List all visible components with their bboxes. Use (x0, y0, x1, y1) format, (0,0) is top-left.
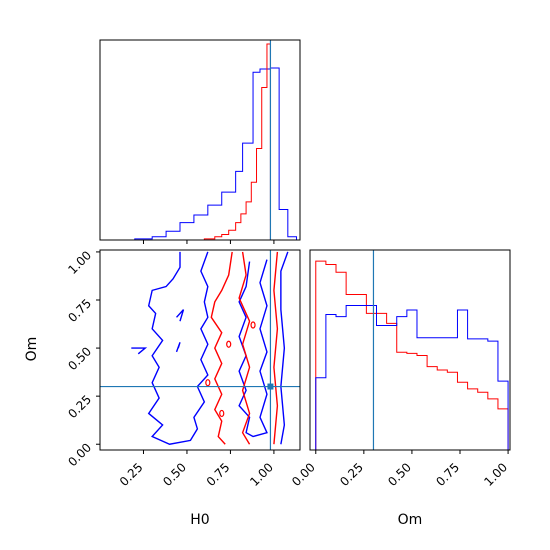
contour-red-inner (238, 251, 251, 445)
contour-blue-island-3 (176, 309, 185, 322)
contour-red-outer (210, 251, 233, 445)
contour-y-tick-label-4: 1.00 (65, 248, 94, 277)
h0-panel-frame (99, 39, 301, 241)
h0-hist-red-series (203, 43, 274, 241)
x-axis-label-h0: H0 (190, 512, 209, 528)
contour-red-island-3 (219, 409, 225, 418)
om-x-tick-label-3: 0.75 (433, 460, 462, 489)
contour-red-island-0 (205, 379, 211, 387)
y-axis-label-om: Om (24, 337, 40, 362)
x-axis-label-om: Om (398, 512, 423, 528)
contour-red-right (273, 251, 279, 445)
om-hist-blue-series (315, 305, 509, 450)
om-x-tick-label-4: 1.00 (481, 460, 510, 489)
contour-blue-inner (238, 259, 268, 438)
om-x-tick-label-2: 0.50 (385, 460, 414, 489)
om-x-tick-label-0: 0.00 (289, 460, 318, 489)
contour-panel-frame (99, 249, 301, 451)
om-marginal-panel: 0.00 0.25 0.50 0.75 1.00 (289, 249, 511, 489)
contour-blue-island-2 (131, 347, 148, 355)
contour-x-tick-label-0: 0.25 (117, 460, 146, 489)
h0-om-contour-panel: 0.25 0.50 0.75 1.00 0.00 0.25 0.50 0.75 1.00 (65, 248, 301, 489)
contour-y-tick-label-1: 0.25 (65, 392, 94, 421)
om-panel-frame (309, 249, 511, 451)
h0-hist-blue-series (134, 67, 298, 240)
contour-blue-island-1 (175, 342, 181, 353)
contour-y-tick-label-0: 0.00 (65, 440, 94, 469)
contour-x-tick-label-2: 0.75 (204, 460, 233, 489)
contour-blue-outer (147, 251, 209, 445)
contour-red-island-2 (250, 321, 256, 329)
h0-marginal-panel (99, 39, 301, 244)
contour-red-island-1 (226, 340, 232, 348)
contour-blue-right (280, 251, 289, 445)
contour-y-tick-label-2: 0.50 (65, 344, 94, 373)
axis-labels: H0 Om Om (24, 337, 422, 528)
om-hist-red-series (315, 260, 509, 450)
contour-x-tick-label-1: 0.50 (160, 460, 189, 489)
contour-y-tick-label-3: 0.75 (65, 296, 94, 325)
om-x-tick-label-1: 0.25 (337, 460, 366, 489)
contour-truth-marker (267, 383, 274, 390)
contour-x-tick-label-3: 1.00 (247, 460, 276, 489)
